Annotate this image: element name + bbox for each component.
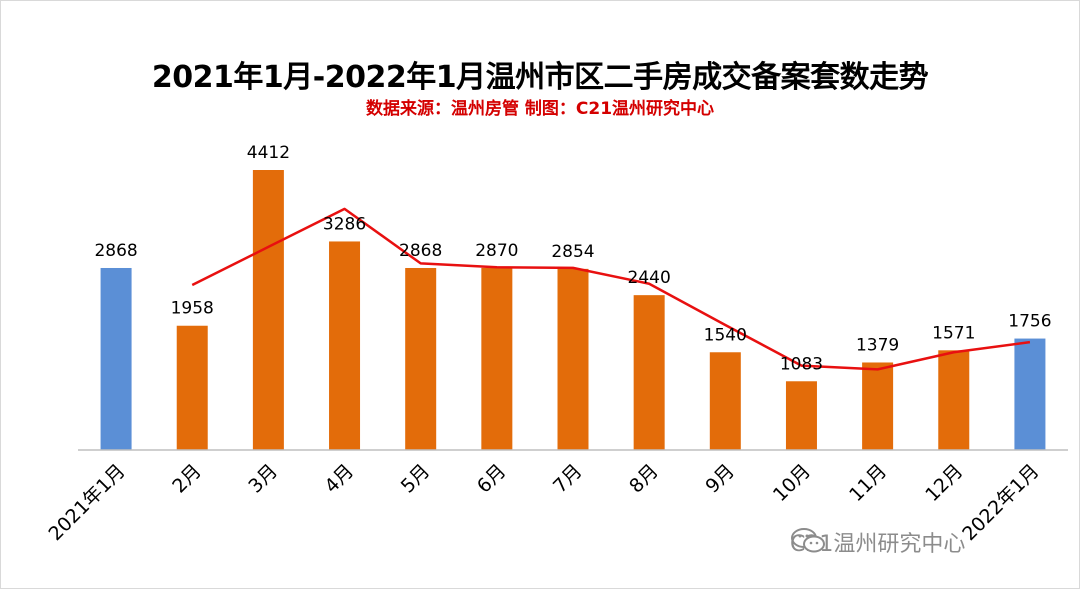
wechat-icon (791, 528, 825, 553)
bar (1014, 338, 1046, 450)
bar (252, 170, 284, 450)
bar (481, 267, 513, 450)
data-label: 1756 (1008, 312, 1051, 332)
data-label: 2440 (628, 268, 671, 288)
bar (176, 325, 208, 450)
x-tick-label: 4月 (321, 460, 359, 498)
data-label: 4412 (247, 143, 290, 163)
bar (557, 268, 589, 450)
data-label: 1958 (171, 299, 214, 319)
x-tick-label: 2022年1月 (958, 460, 1043, 545)
x-tick-label: 2021年1月 (44, 460, 129, 545)
x-tick-label: 6月 (473, 460, 511, 498)
bar (100, 267, 132, 450)
x-tick-label: 12月 (921, 460, 967, 506)
chart-title: 2021年1月-2022年1月温州市区二手房成交备案套数走势 (151, 60, 929, 95)
chart-subtitle: 数据来源：温州房管 制图：C21温州研究中心 (365, 99, 715, 119)
data-label: 2870 (475, 241, 518, 261)
x-tick-label: 10月 (769, 460, 815, 506)
bar (633, 295, 665, 450)
x-tick-label: 8月 (625, 460, 663, 498)
data-label: 1083 (780, 354, 823, 374)
data-label: 3286 (323, 214, 366, 234)
data-label: 1540 (704, 325, 747, 345)
watermark: C21温州研究中心 (790, 526, 965, 558)
bar (862, 362, 894, 450)
bar (785, 381, 817, 450)
x-tick-label: 5月 (397, 460, 435, 498)
trend-line (191, 207, 1031, 371)
data-label: 2868 (94, 241, 137, 261)
x-tick-label: 2月 (168, 460, 206, 498)
data-label: 2868 (399, 241, 442, 261)
x-tick-label: 7月 (549, 460, 587, 498)
bar (938, 350, 970, 450)
x-tick-label: 3月 (244, 460, 282, 498)
bar (329, 241, 361, 450)
bar (405, 267, 437, 450)
data-label: 2854 (551, 242, 594, 262)
data-label: 1571 (932, 323, 975, 343)
data-label: 1379 (856, 335, 899, 355)
x-tick-label: 9月 (701, 460, 739, 498)
x-tick-label: 11月 (845, 460, 891, 506)
bar (709, 352, 741, 450)
